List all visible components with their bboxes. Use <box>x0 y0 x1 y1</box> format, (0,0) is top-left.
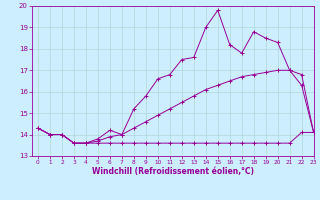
X-axis label: Windchill (Refroidissement éolien,°C): Windchill (Refroidissement éolien,°C) <box>92 167 254 176</box>
